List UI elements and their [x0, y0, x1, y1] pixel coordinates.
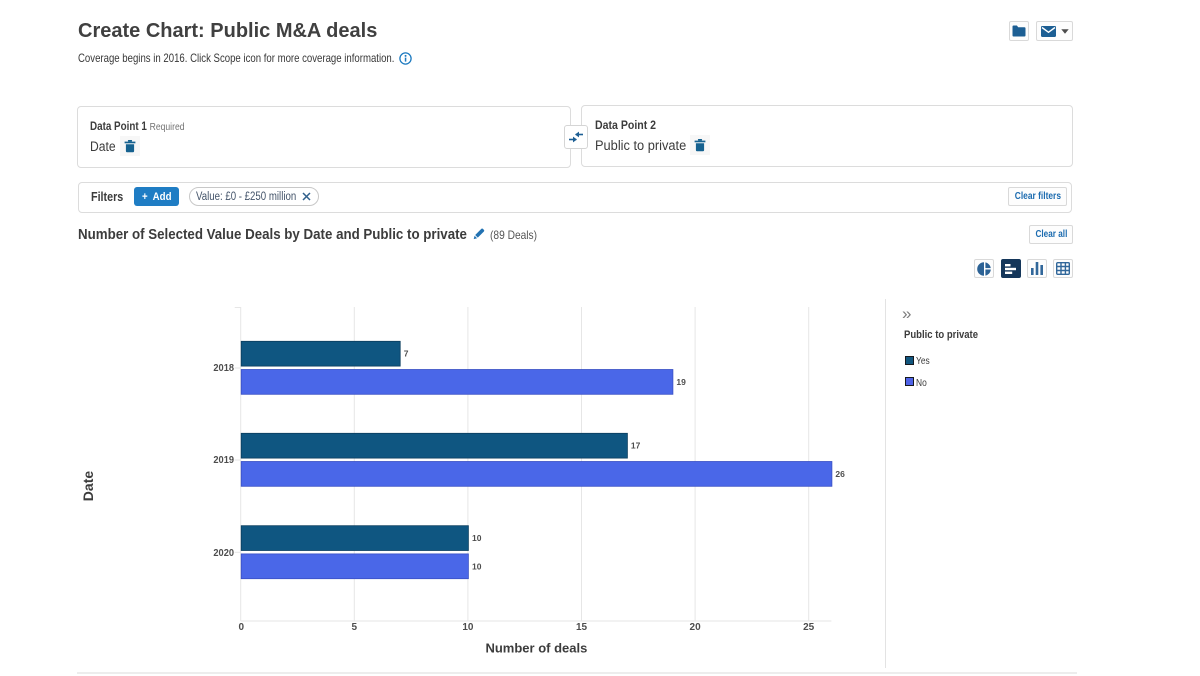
svg-text:5: 5 — [352, 622, 358, 633]
svg-text:2018: 2018 — [213, 363, 234, 374]
svg-text:2020: 2020 — [213, 548, 234, 559]
svg-text:26: 26 — [835, 469, 845, 479]
svg-text:2019: 2019 — [213, 455, 234, 466]
svg-text:0: 0 — [239, 622, 245, 633]
svg-text:10: 10 — [472, 533, 482, 543]
svg-text:Date: Date — [80, 471, 96, 502]
svg-text:25: 25 — [803, 622, 815, 633]
svg-text:20: 20 — [690, 622, 702, 633]
svg-text:Number of deals: Number of deals — [485, 641, 587, 656]
svg-text:15: 15 — [576, 622, 588, 633]
svg-text:10: 10 — [472, 561, 482, 571]
svg-text:19: 19 — [676, 377, 686, 387]
svg-text:7: 7 — [404, 349, 409, 359]
svg-text:17: 17 — [631, 441, 641, 451]
svg-text:10: 10 — [462, 622, 474, 633]
